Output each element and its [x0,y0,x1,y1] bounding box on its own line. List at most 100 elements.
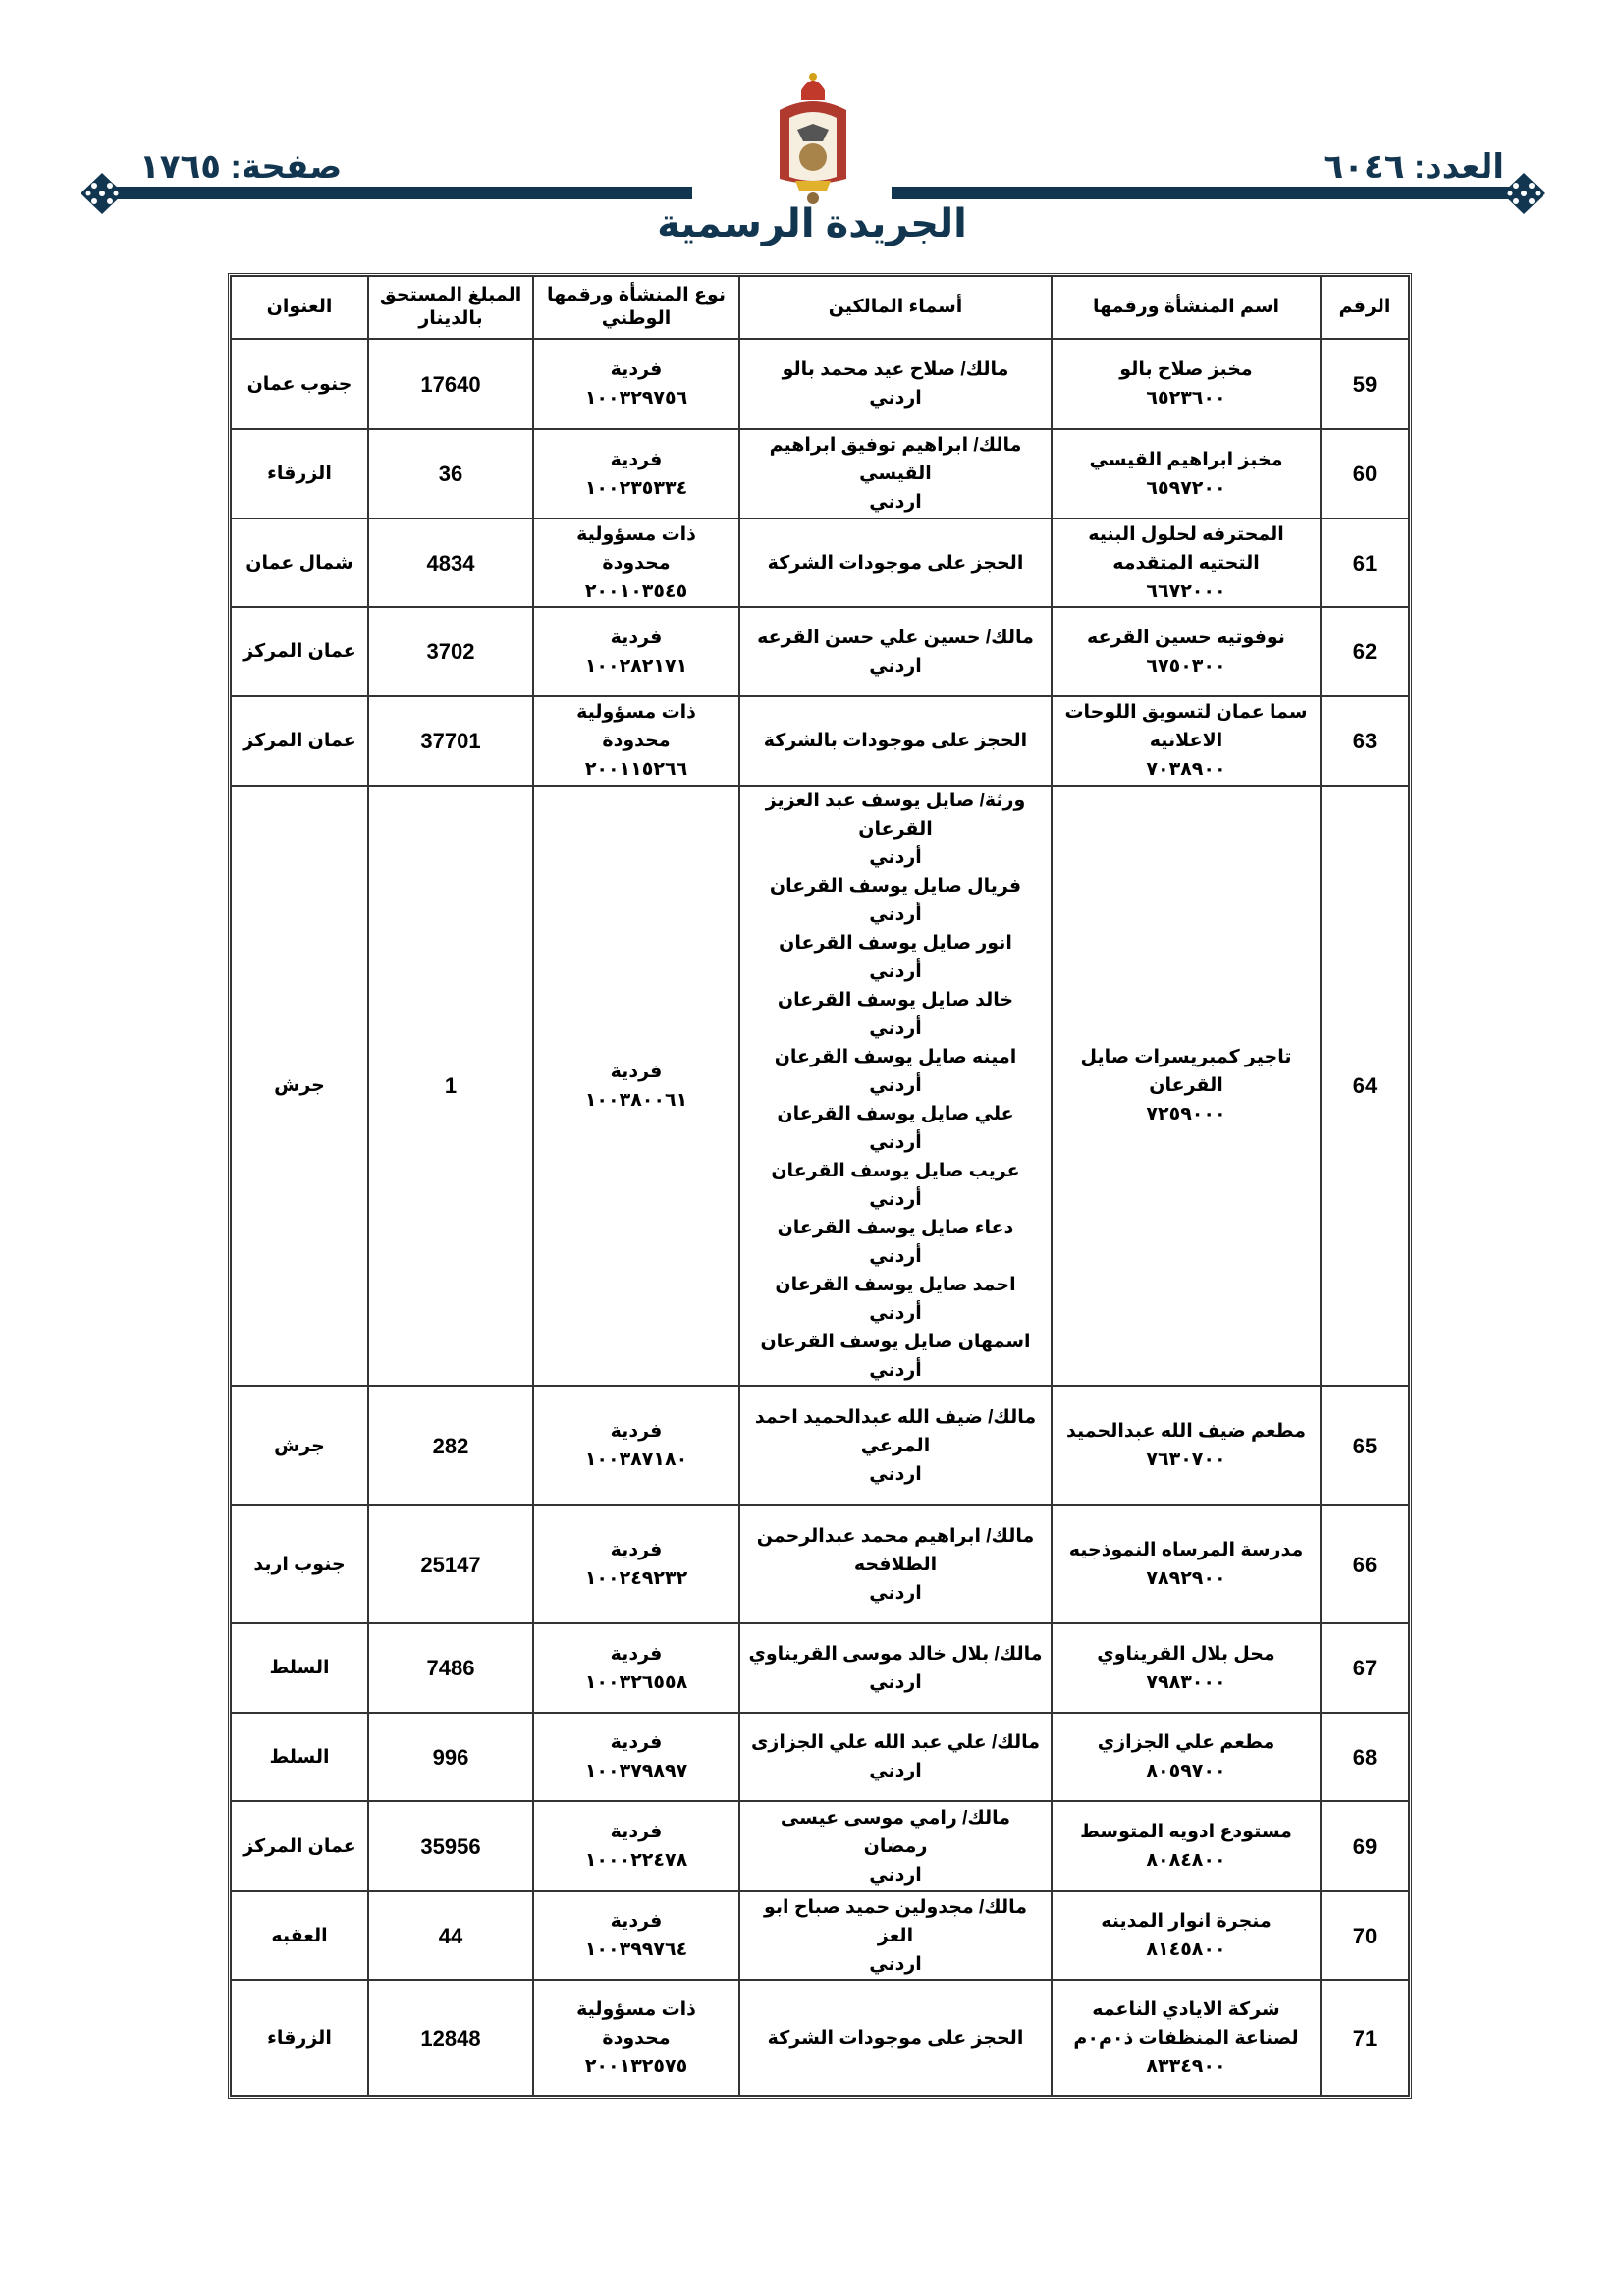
cell-address: جنوب عمان [231,339,368,429]
table-row: 68 مطعم علي الجزازي ٨٠٥٩٧٠٠ مالك/ علي عبد … [231,1713,1409,1801]
cell-owners: مالك/ ابراهيم محمد عبدالرحمن الطلافحه ار… [739,1505,1052,1623]
cell-owners: ورثة/ صايل يوسف عبد العزيز القرعان أردني… [739,786,1052,1386]
cell-address: العقبه [231,1891,368,1980]
col-header-address: العنوان [231,276,368,339]
cell-establishment-name: منجرة انوار المدينه ٨١٤٥٨٠٠ [1052,1891,1321,1980]
cell-row-number: 71 [1321,1980,1409,2096]
table-row: 61 المحترفه لحلول البنيه التحتيه المتقدمه… [231,519,1409,607]
cell-row-number: 62 [1321,607,1409,696]
cell-row-number: 59 [1321,339,1409,429]
cell-establishment-name: سما عمان لتسويق اللوحات الاعلانيه ٧٠٣٨٩٠… [1052,696,1321,786]
cell-row-number: 60 [1321,429,1409,519]
cell-owners: مالك/ علي عبد الله علي الجزازى اردني [739,1713,1052,1801]
col-header-type: نوع المنشأة ورقمها الوطني [533,276,739,339]
cell-owners: مالك/ صلاح عيد محمد بالو اردني [739,339,1052,429]
cell-establishment-name: مطعم علي الجزازي ٨٠٥٩٧٠٠ [1052,1713,1321,1801]
cell-amount-due: 17640 [368,339,533,429]
cell-owners: مالك/ ضيف الله عبدالحميد احمد المرعي ارد… [739,1386,1052,1505]
cell-establishment-name: مخبز ابراهيم القيسي ٦٥٩٧٢٠٠ [1052,429,1321,519]
cell-owners: مالك/ حسين علي حسن القرعه اردني [739,607,1052,696]
cell-owners: مالك/ بلال خالد موسى القريناوي اردني [739,1623,1052,1713]
cell-amount-due: 44 [368,1891,533,1980]
cell-establishment-name: المحترفه لحلول البنيه التحتيه المتقدمه ٦… [1052,519,1321,607]
cell-owners: الحجز على موجودات الشركة [739,1980,1052,2096]
table-row: 59 مخبز صلاح بالو ٦٥٢٣٦٠٠ مالك/ صلاح عيد م… [231,339,1409,429]
cell-establishment-type: فردية ١٠٠٣٢٩٧٥٦ [533,339,739,429]
cell-owners: الحجز على موجودات بالشركة [739,696,1052,786]
cell-amount-due: 37701 [368,696,533,786]
cell-establishment-type: فردية ١٠٠٢٣٥٣٣٤ [533,429,739,519]
cell-amount-due: 996 [368,1713,533,1801]
cell-row-number: 64 [1321,786,1409,1386]
cell-establishment-name: مستودع ادويه المتوسط ٨٠٨٤٨٠٠ [1052,1801,1321,1891]
cell-address: عمان المركز [231,1801,368,1891]
cell-amount-due: 36 [368,429,533,519]
header-rule-left [108,187,692,199]
cell-establishment-type: ذات مسؤولية محدودة ٢٠٠١١٥٢٦٦ [533,696,739,786]
cell-establishment-type: فردية ١٠٠٣٢٦٥٥٨ [533,1623,739,1713]
table-row: 60 مخبز ابراهيم القيسي ٦٥٩٧٢٠٠ مالك/ ابراه… [231,429,1409,519]
cell-address: شمال عمان [231,519,368,607]
table-row: 67 محل بلال القريناوي ٧٩٨٣٠٠٠ مالك/ بلال خ… [231,1623,1409,1713]
page-number: صفحة: ١٧٦٥ [139,148,343,186]
cell-amount-due: 25147 [368,1505,533,1623]
cell-establishment-name: نوفوتيه حسين القرعه ٦٧٥٠٣٠٠ [1052,607,1321,696]
cell-amount-due: 1 [368,786,533,1386]
cell-owners: مالك/ ابراهيم توفيق ابراهيم القيسي اردني [739,429,1052,519]
cell-amount-due: 7486 [368,1623,533,1713]
cell-establishment-name: شركة الايادي الناعمه لصناعة المنظفات ذ٠م… [1052,1980,1321,2096]
table-row: 66 مدرسة المرساه النموذجيه ٧٨٩٢٩٠٠ مالك/ ا… [231,1505,1409,1623]
cell-establishment-name: محل بلال القريناوي ٧٩٨٣٠٠٠ [1052,1623,1321,1713]
cell-row-number: 69 [1321,1801,1409,1891]
cell-address: جرش [231,1386,368,1505]
table-row: 70 منجرة انوار المدينه ٨١٤٥٨٠٠ مالك/ مجدول… [231,1891,1409,1980]
table-row: 64 تاجير كمبريسرات صايل القرعان ٧٢٥٩٠٠٠ ور… [231,786,1409,1386]
table-row: 71 شركة الايادي الناعمه لصناعة المنظفات ذ… [231,1980,1409,2096]
col-header-establishment: اسم المنشأة ورقمها [1052,276,1321,339]
cell-establishment-name: مخبز صلاح بالو ٦٥٢٣٦٠٠ [1052,339,1321,429]
table-row: 63 سما عمان لتسويق اللوحات الاعلانيه ٧٠٣٨… [231,696,1409,786]
jordan-coat-of-arms-icon [780,73,846,204]
cell-establishment-type: ذات مسؤولية محدودة ٢٠٠١٠٣٥٤٥ [533,519,739,607]
knot-ornament-icon [1502,173,1545,214]
cell-establishment-type: فردية ١٠٠٢٤٩٢٣٢ [533,1505,739,1623]
cell-establishment-name: مدرسة المرساه النموذجيه ٧٨٩٢٩٠٠ [1052,1505,1321,1623]
cell-row-number: 68 [1321,1713,1409,1801]
cell-establishment-type: فردية ١٠٠٠٢٢٤٧٨ [533,1801,739,1891]
cell-row-number: 66 [1321,1505,1409,1623]
cell-amount-due: 35956 [368,1801,533,1891]
knot-ornament-icon [81,173,124,214]
cell-establishment-name: مطعم ضيف الله عبدالحميد ٧٦٣٠٧٠٠ [1052,1386,1321,1505]
cell-address: جنوب اربد [231,1505,368,1623]
cell-address: عمان المركز [231,607,368,696]
cell-amount-due: 3702 [368,607,533,696]
cell-establishment-type: فردية ١٠٠٢٨٢١٧١ [533,607,739,696]
cell-amount-due: 4834 [368,519,533,607]
cell-establishment-name: تاجير كمبريسرات صايل القرعان ٧٢٥٩٠٠٠ [1052,786,1321,1386]
cell-establishment-type: فردية ١٠٠٣٨٠٠٦١ [533,786,739,1386]
cell-address: جرش [231,786,368,1386]
cell-establishment-type: فردية ١٠٠٣٩٩٧٦٤ [533,1891,739,1980]
issue-number: العدد: ٦٠٤٦ [1323,148,1504,186]
table-row: 69 مستودع ادويه المتوسط ٨٠٨٤٨٠٠ مالك/ رامي… [231,1801,1409,1891]
companies-table: الرقم اسم المنشأة ورقمها أسماء المالكين … [228,273,1412,2099]
col-header-number: الرقم [1321,276,1409,339]
table-row: 65 مطعم ضيف الله عبدالحميد ٧٦٣٠٧٠٠ مالك/ ض… [231,1386,1409,1505]
cell-address: السلط [231,1713,368,1801]
gazette-title: الجريدة الرسمية [657,202,967,246]
cell-row-number: 65 [1321,1386,1409,1505]
table-header-row: الرقم اسم المنشأة ورقمها أسماء المالكين … [231,276,1409,339]
cell-address: الزرقاء [231,429,368,519]
cell-address: السلط [231,1623,368,1713]
cell-amount-due: 282 [368,1386,533,1505]
cell-establishment-type: ذات مسؤولية محدودة ٢٠٠١٣٢٥٧٥ [533,1980,739,2096]
cell-row-number: 70 [1321,1891,1409,1980]
cell-row-number: 61 [1321,519,1409,607]
cell-establishment-type: فردية ١٠٠٣٧٩٨٩٧ [533,1713,739,1801]
col-header-owners: أسماء المالكين [739,276,1052,339]
table-row: 62 نوفوتيه حسين القرعه ٦٧٥٠٣٠٠ مالك/ حسين … [231,607,1409,696]
cell-owners: مالك/ مجدولين حميد صباح ابو العز اردني [739,1891,1052,1980]
header-rule-right [892,187,1520,199]
cell-address: الزرقاء [231,1980,368,2096]
cell-owners: مالك/ رامي موسى عيسى رمضان اردني [739,1801,1052,1891]
